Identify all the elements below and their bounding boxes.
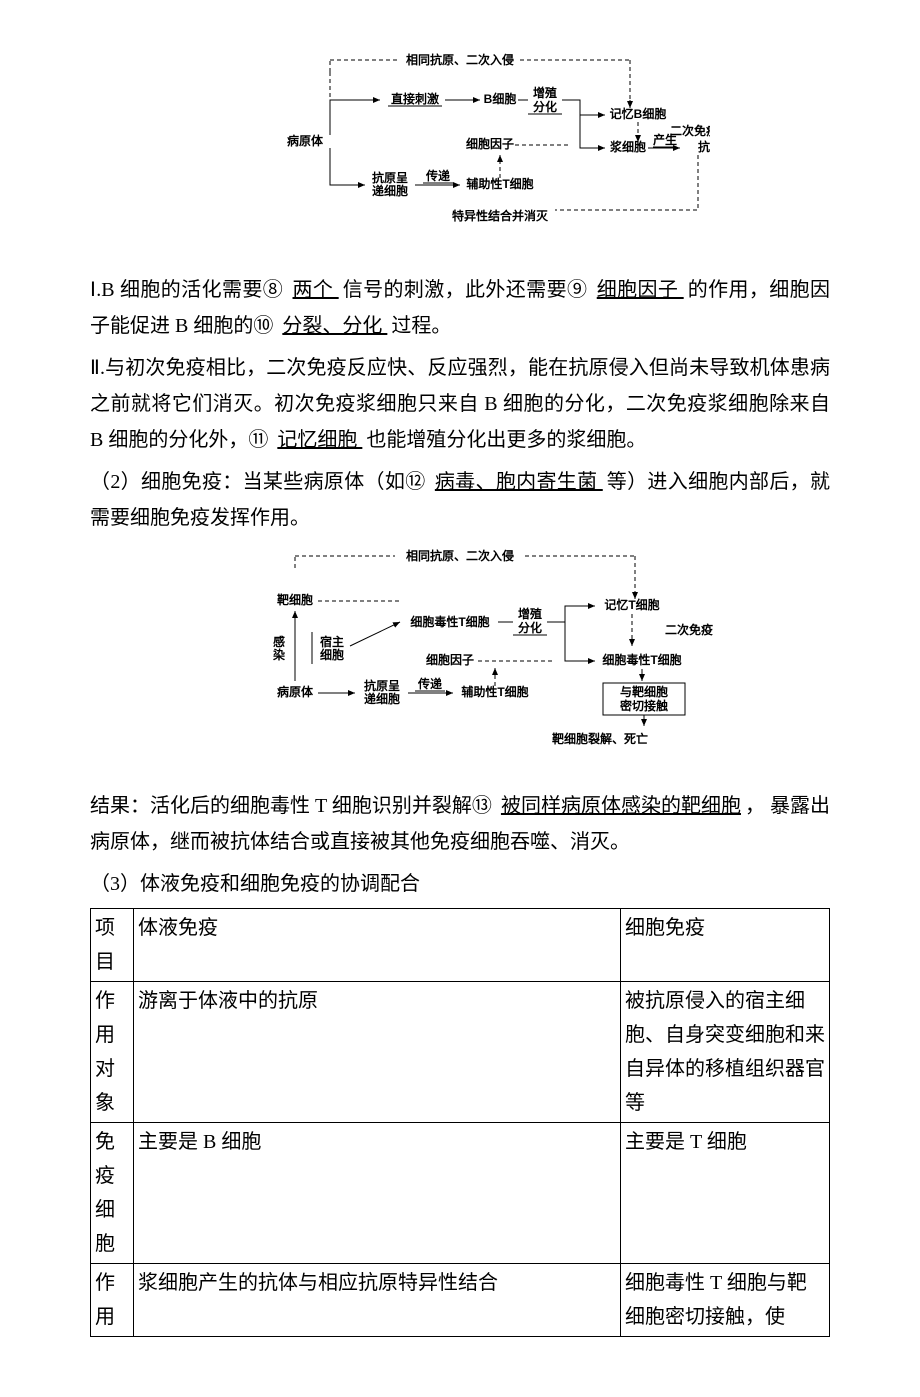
d1-direct-stim: 直接刺激 bbox=[391, 91, 439, 106]
d2-cytotoxic-t: 细胞毒性T细胞 bbox=[410, 614, 489, 629]
d2-cytotoxic-t2: 细胞毒性T细胞 bbox=[602, 652, 681, 667]
cell-r3-c1: 作用 bbox=[91, 1264, 134, 1337]
para-result: 结果：活化后的细胞毒性 T 细胞识别并裂解⑬ 被同样病原体感染的靶细胞， 暴露出… bbox=[90, 788, 830, 860]
d2-target: 靶细胞 bbox=[277, 592, 313, 607]
d1-pathogen: 病原体 bbox=[287, 133, 324, 148]
d2-prolif: 增殖 bbox=[518, 606, 542, 621]
cell-r1-c1: 作用对象 bbox=[91, 982, 134, 1123]
d2-bottom-label: 靶细胞裂解、死亡 bbox=[552, 731, 648, 746]
cell-r3-c3: 细胞毒性 T 细胞与靶细胞密切接触，使 bbox=[621, 1264, 830, 1337]
d2-host1: 宿主 bbox=[320, 634, 344, 649]
cell-header-c2: 体液免疫 bbox=[134, 909, 621, 982]
table-row: 免疫细胞 主要是 B 细胞 主要是 T 细胞 bbox=[91, 1123, 830, 1264]
d2-diff: 分化 bbox=[518, 620, 542, 635]
comparison-table: 项目 体液免疫 细胞免疫 作用对象 游离于体液中的抗原 被抗原侵入的宿主细胞、自… bbox=[90, 908, 830, 1337]
d1-prolif: 增殖 bbox=[533, 85, 557, 100]
d1-bottom-label: 特异性结合并消灭 bbox=[452, 208, 549, 223]
d1-b-cell: B细胞 bbox=[484, 91, 517, 106]
d1-helper-t: 辅助性T细胞 bbox=[466, 176, 533, 191]
blank-11: 记忆细胞 bbox=[273, 429, 366, 451]
d2-apc1: 抗原呈 bbox=[364, 678, 400, 693]
table-row: 项目 体液免疫 细胞免疫 bbox=[91, 909, 830, 982]
d2-cytokine: 细胞因子 bbox=[426, 652, 474, 667]
d1-plasma: 浆细胞 bbox=[609, 139, 646, 154]
d2-memory-t: 记忆T细胞 bbox=[604, 597, 659, 612]
para-2-a: （2）细胞免疫：当某些病原体（如⑫ bbox=[90, 471, 431, 493]
cell-r2-c1: 免疫细胞 bbox=[91, 1123, 134, 1264]
d2-apc2: 递细胞 bbox=[364, 691, 400, 706]
cell-r2-c3: 主要是 T 细胞 bbox=[621, 1123, 830, 1264]
d2-second-imm: 二次免疫 bbox=[665, 622, 713, 637]
result-a: 结果：活化后的细胞毒性 T 细胞识别并裂解⑬ bbox=[90, 795, 497, 817]
d2-top-label: 相同抗原、二次入侵 bbox=[406, 548, 514, 563]
cell-r1-c3: 被抗原侵入的宿主细胞、自身突变细胞和来自异体的移植组织器官等 bbox=[621, 982, 830, 1123]
blank-13: 被同样病原体感染的靶细胞 bbox=[497, 795, 745, 817]
para-II-b: 也能增殖分化出更多的浆细胞。 bbox=[366, 429, 646, 451]
d2-host2: 细胞 bbox=[320, 647, 344, 662]
table-row: 作用对象 游离于体液中的抗原 被抗原侵入的宿主细胞、自身突变细胞和来自异体的移植… bbox=[91, 982, 830, 1123]
d1-apc1: 抗原呈 bbox=[372, 170, 408, 185]
cell-r3-c2: 浆细胞产生的抗体与相应抗原特异性结合 bbox=[134, 1264, 621, 1337]
d2-contact2: 密切接触 bbox=[620, 698, 668, 713]
cellular-immunity-diagram: 相同抗原、二次入侵 靶细胞 感 染 宿主 细胞 细胞毒性T细胞 增殖 分化 bbox=[90, 546, 830, 768]
blank-12: 病毒、胞内寄生菌 bbox=[431, 471, 607, 493]
d1-memory-b: 记忆B细胞 bbox=[610, 106, 667, 121]
cell-header-c1: 项目 bbox=[91, 909, 134, 982]
humoral-immunity-diagram: 相同抗原、二次入侵 病原体 直接刺激 B细胞 增殖 分化 记忆B细胞 二次免疫 bbox=[90, 50, 830, 252]
d2-pathogen: 病原体 bbox=[277, 684, 314, 699]
d1-top-label: 相同抗原、二次入侵 bbox=[406, 52, 514, 67]
cell-r2-c2: 主要是 B 细胞 bbox=[134, 1123, 621, 1264]
para-II: Ⅱ.与初次免疫相比，二次免疫反应快、反应强烈，能在抗原侵入但尚未导致机体患病之前… bbox=[90, 350, 830, 458]
d2-contact1: 与靶细胞 bbox=[620, 684, 668, 699]
d1-transmit: 传递 bbox=[425, 168, 450, 183]
d1-produce: 产生 bbox=[653, 132, 677, 147]
para-I: Ⅰ.B 细胞的活化需要⑧ 两个 信号的刺激，此外还需要⑨ 细胞因子 的作用，细胞… bbox=[90, 272, 830, 344]
para-3: （3）体液免疫和细胞免疫的协调配合 bbox=[90, 866, 830, 902]
blank-9: 细胞因子 bbox=[593, 279, 688, 301]
para-I-a: Ⅰ.B 细胞的活化需要⑧ bbox=[90, 279, 289, 301]
d2-helper-t: 辅助性T细胞 bbox=[461, 684, 528, 699]
para-I-d: 过程。 bbox=[391, 315, 451, 337]
para-2: （2）细胞免疫：当某些病原体（如⑫ 病毒、胞内寄生菌 等）进入细胞内部后，就需要… bbox=[90, 464, 830, 536]
d1-antibody: 抗体 bbox=[698, 139, 710, 154]
table-row: 作用 浆细胞产生的抗体与相应抗原特异性结合 细胞毒性 T 细胞与靶细胞密切接触，… bbox=[91, 1264, 830, 1337]
cell-r1-c2: 游离于体液中的抗原 bbox=[134, 982, 621, 1123]
d1-cytokine: 细胞因子 bbox=[466, 136, 514, 151]
blank-8: 两个 bbox=[289, 279, 343, 301]
d2-infect1: 感 bbox=[273, 634, 285, 649]
d2-transmit: 传递 bbox=[417, 676, 442, 691]
d1-apc2: 递细胞 bbox=[372, 183, 408, 198]
d2-infect2: 染 bbox=[272, 647, 286, 662]
d1-diff: 分化 bbox=[533, 99, 557, 114]
cell-header-c3: 细胞免疫 bbox=[621, 909, 830, 982]
para-I-b: 信号的刺激，此外还需要⑨ bbox=[343, 279, 593, 301]
blank-10: 分裂、分化 bbox=[278, 315, 391, 337]
